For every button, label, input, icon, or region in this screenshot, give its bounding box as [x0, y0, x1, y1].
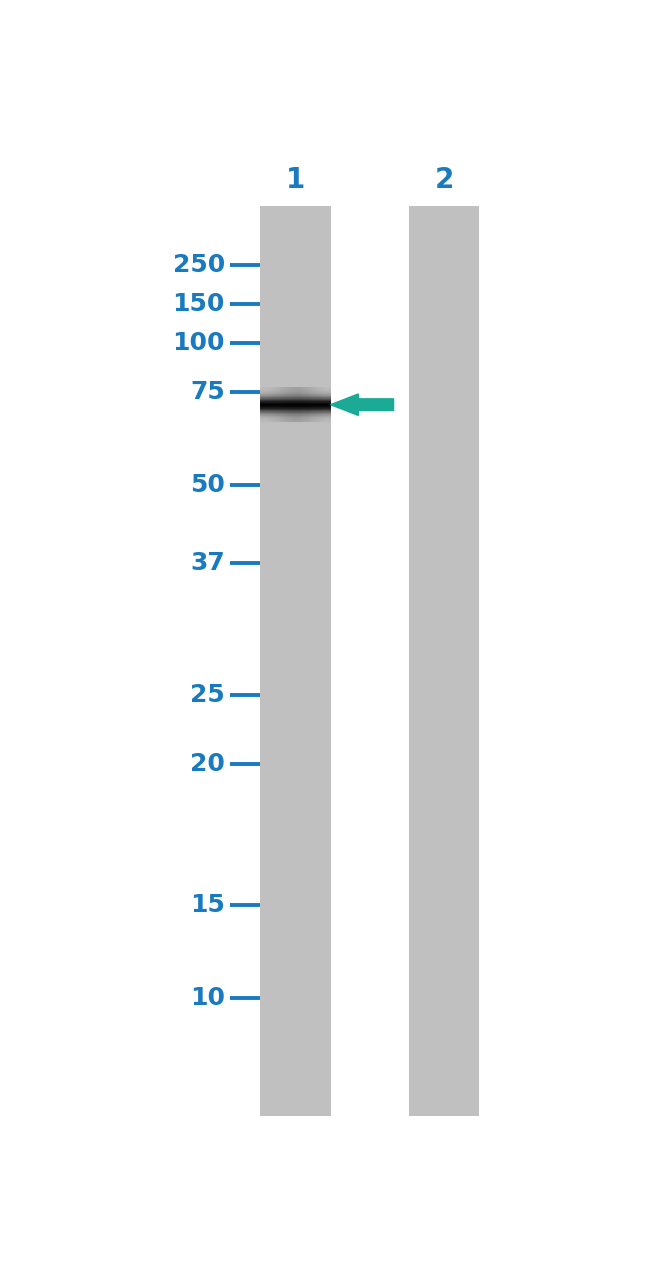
Bar — [294, 387, 296, 423]
Text: 37: 37 — [190, 551, 225, 575]
Text: 50: 50 — [190, 472, 225, 497]
Text: 100: 100 — [172, 331, 225, 356]
Text: 20: 20 — [190, 752, 225, 776]
Bar — [287, 387, 289, 423]
Bar — [324, 387, 326, 423]
Bar — [322, 387, 324, 423]
Bar — [330, 387, 332, 423]
Text: 1: 1 — [286, 166, 305, 194]
Text: 10: 10 — [190, 987, 225, 1010]
Bar — [273, 387, 275, 423]
Bar — [321, 387, 322, 423]
Bar — [300, 387, 302, 423]
Bar — [304, 387, 305, 423]
Bar — [316, 387, 317, 423]
Bar — [307, 387, 309, 423]
Bar — [328, 387, 330, 423]
Bar — [310, 387, 312, 423]
Bar — [265, 387, 266, 423]
FancyArrow shape — [331, 394, 393, 415]
Bar — [279, 387, 280, 423]
Text: 250: 250 — [172, 253, 225, 277]
Bar — [266, 387, 268, 423]
Bar — [282, 387, 284, 423]
Text: 15: 15 — [190, 893, 225, 917]
Text: 75: 75 — [190, 380, 225, 404]
Bar — [296, 387, 298, 423]
Bar — [270, 387, 272, 423]
Bar — [302, 387, 304, 423]
Text: 150: 150 — [172, 292, 225, 316]
Bar — [298, 387, 300, 423]
Bar — [289, 387, 291, 423]
Bar — [409, 206, 479, 1115]
Bar — [277, 387, 279, 423]
Bar — [263, 387, 265, 423]
Bar — [326, 387, 328, 423]
Bar — [314, 387, 316, 423]
Bar — [312, 387, 314, 423]
Bar — [275, 387, 277, 423]
Bar — [291, 387, 292, 423]
Text: 2: 2 — [434, 166, 454, 194]
Bar — [319, 387, 321, 423]
Bar — [292, 387, 294, 423]
Text: 25: 25 — [190, 683, 225, 707]
Bar — [261, 387, 263, 423]
Bar — [260, 206, 331, 1115]
Bar — [285, 387, 287, 423]
Bar — [284, 387, 285, 423]
Bar — [272, 387, 273, 423]
Bar — [280, 387, 282, 423]
Bar — [268, 387, 270, 423]
Bar — [309, 387, 310, 423]
Bar — [305, 387, 307, 423]
Bar — [317, 387, 319, 423]
